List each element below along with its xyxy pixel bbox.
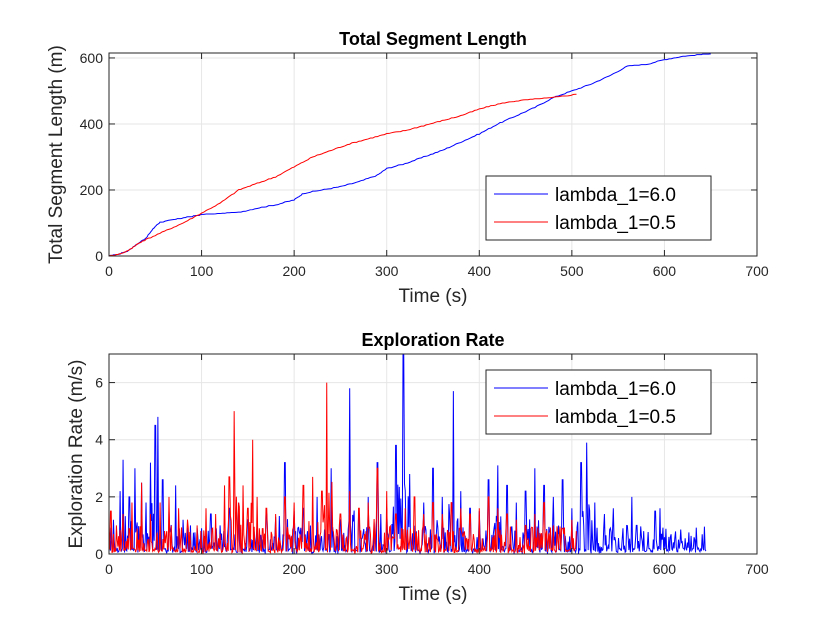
x-tick-label: 200 [282,263,306,279]
y-tick-label: 400 [80,116,104,132]
axes-frame [108,52,758,257]
x-tick-label: 0 [105,561,113,577]
x-tick-label: 300 [375,561,399,577]
y-tick-label: 200 [80,182,104,198]
y-tick-label: 2 [95,489,103,505]
x-axis-label: Time (s) [399,584,468,605]
x-axis-label: Time (s) [399,286,468,307]
legend: lambda_1=6.0 lambda_1=0.5 [485,369,712,435]
legend-label: lambda_1=6.0 [555,185,676,206]
x-tick-label: 300 [375,263,399,279]
y-tick-label: 0 [95,546,103,562]
legend-box [485,175,712,241]
legend-label: lambda_1=0.5 [555,407,676,428]
chart-title: Total Segment Length [339,29,527,49]
x-tick-label: 0 [105,263,113,279]
x-tick-label: 400 [468,561,492,577]
x-tick-label: 500 [560,561,584,577]
axes-frame [108,353,758,555]
x-tick-label: 200 [282,561,306,577]
legend-label: lambda_1=6.0 [555,379,676,400]
x-tick-label: 100 [190,561,214,577]
x-tick-label: 700 [745,561,769,577]
chart-total-segment-length: 0 100 200 300 400 500 600 700 0 200 400 600 Total Se… [46,29,769,307]
series-line-2 [109,93,577,256]
y-tick-label: 6 [95,375,103,391]
x-tick-label: 600 [653,561,677,577]
y-tick-label: 4 [95,432,103,448]
y-tick-label: 0 [95,248,103,264]
series-line-1 [109,53,711,256]
y-axis-label: Total Segment Length (m) [46,45,67,264]
chart-title: Exploration Rate [361,330,504,350]
x-tick-label: 100 [190,263,214,279]
series-line-2 [109,382,577,554]
chart-exploration-rate: 0 100 200 300 400 500 600 700 0 2 4 6 Exploration Ra… [66,330,769,605]
x-tick-label: 600 [653,263,677,279]
y-axis-label: Exploration Rate (m/s) [66,359,87,548]
legend: lambda_1=6.0 lambda_1=0.5 [485,175,712,241]
legend-label: lambda_1=0.5 [555,213,676,234]
legend-box [485,369,712,435]
x-tick-label: 400 [468,263,492,279]
y-tick-label: 600 [80,50,104,66]
x-tick-label: 500 [560,263,584,279]
series-line-1 [109,354,707,554]
x-tick-label: 700 [745,263,769,279]
